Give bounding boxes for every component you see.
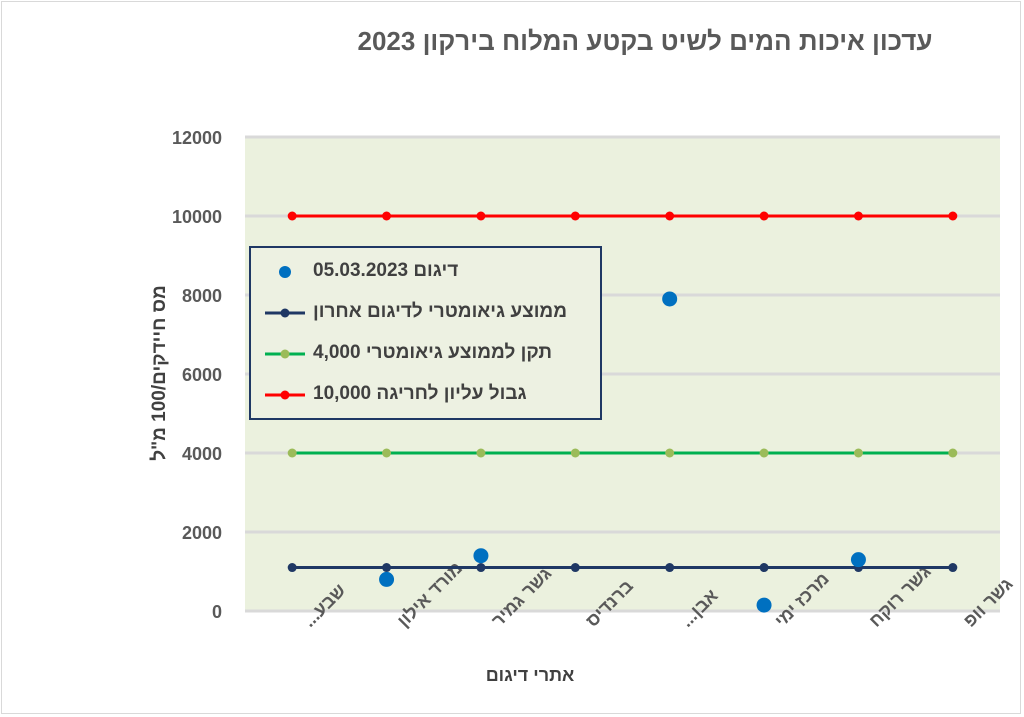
series-point bbox=[476, 563, 486, 573]
series-point bbox=[948, 211, 958, 221]
legend-item-sample: דיגום 05.03.2023 bbox=[251, 256, 600, 286]
series-point bbox=[759, 448, 769, 458]
series-point bbox=[665, 211, 675, 221]
legend-item-geomean: ממוצע גיאומטרי לדיגום אחרון bbox=[251, 297, 600, 327]
legend-label-standard: תקן לממוצע גיאומטרי 4,000 bbox=[313, 342, 552, 363]
series-point bbox=[476, 211, 486, 221]
sample-point bbox=[473, 548, 489, 564]
legend-marker-sample bbox=[279, 266, 291, 278]
chart-title: עדכון איכות המים לשיט בקטע המלוח בירקון … bbox=[357, 26, 933, 56]
y-tick-label: 0 bbox=[212, 602, 222, 622]
series-point bbox=[853, 448, 863, 458]
series-point bbox=[570, 448, 580, 458]
series-point bbox=[382, 563, 392, 573]
legend-marker-standard bbox=[265, 349, 305, 359]
series-point bbox=[287, 211, 297, 221]
series-point bbox=[948, 563, 958, 573]
legend-label-geomean: ממוצע גיאומטרי לדיגום אחרון bbox=[313, 301, 568, 322]
series-point bbox=[570, 211, 580, 221]
legend-label-sample: דיגום 05.03.2023 bbox=[313, 260, 459, 281]
series-point bbox=[665, 448, 675, 458]
series-point bbox=[287, 563, 297, 573]
y-tick-label: 4000 bbox=[182, 444, 222, 464]
sample-point bbox=[756, 597, 772, 613]
series-3 bbox=[287, 211, 958, 221]
legend-marker-limit bbox=[265, 390, 305, 400]
series-0 bbox=[379, 291, 866, 613]
legend: דיגום 05.03.2023 ממוצע גיאומטרי לדיגום א… bbox=[249, 246, 602, 420]
series-point bbox=[853, 211, 863, 221]
series-point bbox=[759, 211, 769, 221]
legend-item-standard: תקן לממוצע גיאומטרי 4,000 bbox=[251, 338, 600, 368]
series-point bbox=[476, 448, 486, 458]
sample-point bbox=[379, 571, 395, 587]
series-point bbox=[665, 563, 675, 573]
legend-item-limit: גבול עליון לחריגה 10,000 bbox=[251, 379, 600, 409]
x-axis-title: אתרי דיגום bbox=[485, 665, 575, 685]
legend-marker-geomean bbox=[265, 308, 305, 318]
sample-point bbox=[850, 552, 866, 568]
series-point bbox=[570, 563, 580, 573]
series-2 bbox=[287, 448, 958, 458]
y-tick-label: 12000 bbox=[172, 128, 222, 148]
y-tick-label: 8000 bbox=[182, 286, 222, 306]
series-point bbox=[287, 448, 297, 458]
sample-point bbox=[662, 291, 678, 307]
y-tick-label: 6000 bbox=[182, 365, 222, 385]
legend-label-limit: גבול עליון לחריגה 10,000 bbox=[313, 383, 527, 404]
series-point bbox=[948, 448, 958, 458]
series-point bbox=[382, 211, 392, 221]
series-point bbox=[382, 448, 392, 458]
y-tick-label: 2000 bbox=[182, 523, 222, 543]
y-tick-label: 10000 bbox=[172, 207, 222, 227]
series-point bbox=[759, 563, 769, 573]
